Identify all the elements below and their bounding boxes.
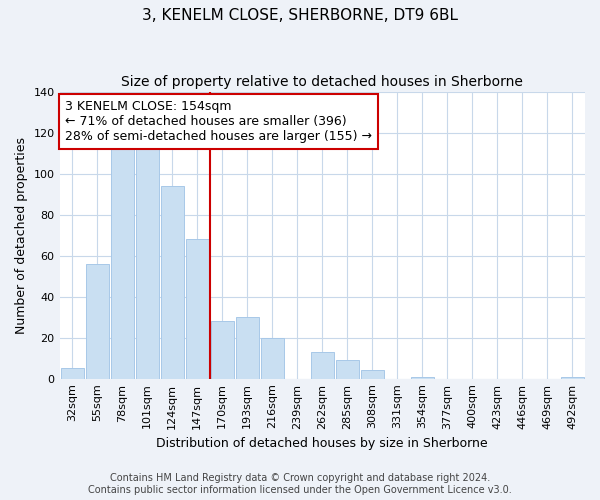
Bar <box>136 147 158 378</box>
Bar <box>311 352 334 378</box>
Bar <box>336 360 359 378</box>
Bar <box>86 264 109 378</box>
Bar <box>61 368 83 378</box>
Y-axis label: Number of detached properties: Number of detached properties <box>15 136 28 334</box>
Title: Size of property relative to detached houses in Sherborne: Size of property relative to detached ho… <box>121 75 523 89</box>
Bar <box>161 186 184 378</box>
Bar <box>561 376 584 378</box>
Text: 3, KENELM CLOSE, SHERBORNE, DT9 6BL: 3, KENELM CLOSE, SHERBORNE, DT9 6BL <box>142 8 458 22</box>
Bar <box>261 338 284 378</box>
Text: Contains HM Land Registry data © Crown copyright and database right 2024.
Contai: Contains HM Land Registry data © Crown c… <box>88 474 512 495</box>
Bar <box>236 317 259 378</box>
X-axis label: Distribution of detached houses by size in Sherborne: Distribution of detached houses by size … <box>157 437 488 450</box>
Bar <box>185 239 209 378</box>
Text: 3 KENELM CLOSE: 154sqm
← 71% of detached houses are smaller (396)
28% of semi-de: 3 KENELM CLOSE: 154sqm ← 71% of detached… <box>65 100 372 143</box>
Bar <box>211 322 233 378</box>
Bar <box>110 143 134 378</box>
Bar <box>411 376 434 378</box>
Bar <box>361 370 384 378</box>
